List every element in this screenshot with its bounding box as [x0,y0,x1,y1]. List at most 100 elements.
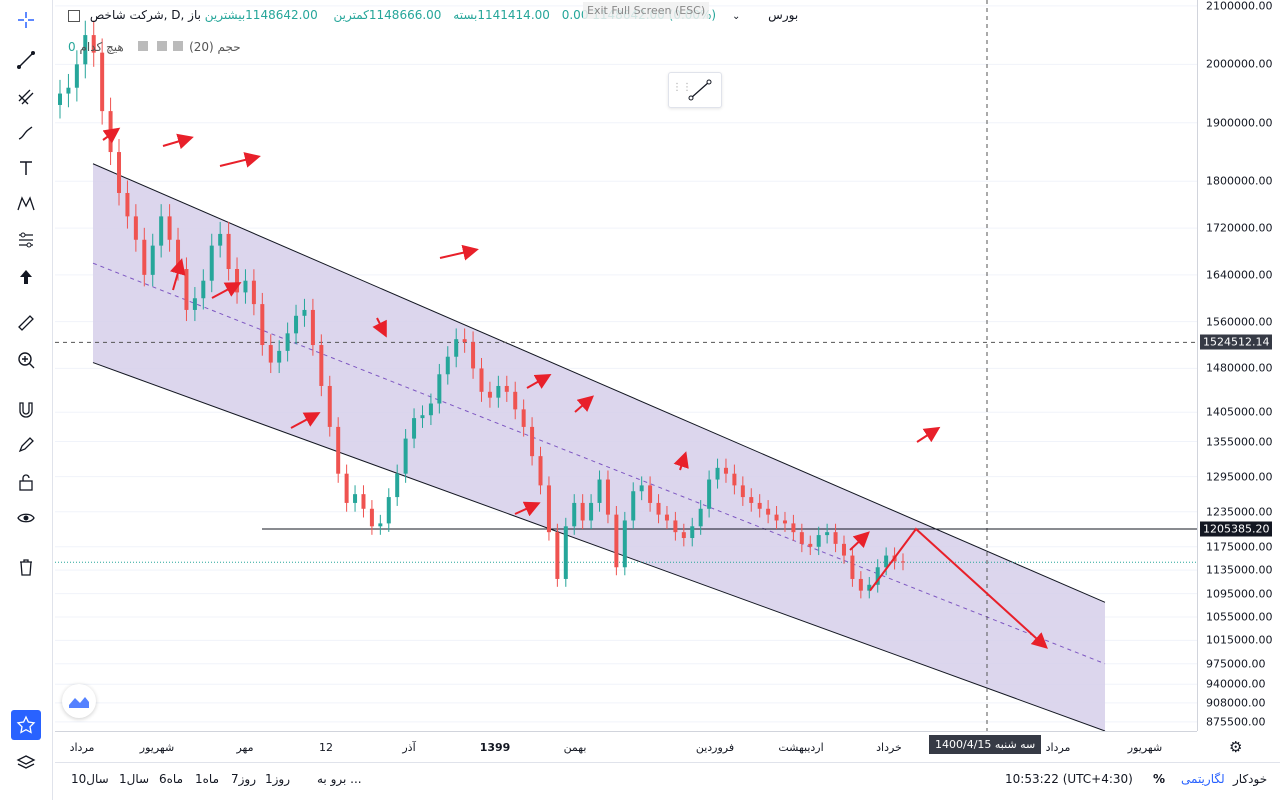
price-axis[interactable]: 2100000.00 2000000.00 1900000.00 1800000.00… [1197,0,1280,731]
candle-body [496,385,501,398]
candle-body [251,280,256,305]
annotation-arrow [219,152,261,168]
range-10y[interactable]: 10سال [71,772,109,786]
brush-icon[interactable] [8,118,44,148]
candle-body [412,418,417,439]
chart-area[interactable] [55,0,1197,731]
price-tick-label: 1560000.00 [1206,315,1273,329]
candle-body [555,532,560,579]
volume-hide-icon[interactable] [157,41,168,51]
volume-label[interactable]: حجم (20) [189,40,241,54]
candle-body [858,578,863,591]
trendline-icon[interactable] [687,78,713,102]
candle-body [420,415,425,419]
pencil-lock-icon[interactable] [8,430,44,460]
crosshair-price-label: 1524512.14 [1200,334,1273,350]
candle-body [117,152,122,193]
symbol-title[interactable]: شرکت شاخص, D, بورس [89,8,799,22]
range-1y[interactable]: 1سال [119,772,150,786]
fib-icon[interactable] [8,82,44,112]
candle-body [833,532,838,544]
range-1d[interactable]: 1روز [265,772,291,786]
candle-body [336,426,341,474]
candle-body [369,508,374,527]
time-tick-label: مهر [236,741,254,754]
volume-close-icon[interactable] [137,41,148,51]
candle-body [707,479,712,509]
annotation-arrow [372,317,387,338]
percent-toggle[interactable]: % [1153,772,1166,786]
magnet-icon[interactable] [8,395,44,425]
auto-toggle[interactable]: خودکار [1233,772,1268,786]
candle-body [513,391,518,410]
floating-toolbar[interactable]: ⋮⋮ [668,72,722,108]
ruler-icon[interactable] [8,308,44,338]
pattern-icon[interactable] [8,189,44,219]
annotation-arrow [673,451,689,471]
volume-settings-icon[interactable] [173,41,184,51]
candle-body [192,298,197,310]
candle-body [277,350,282,363]
goto-date-button[interactable]: برو به ... [317,772,362,786]
price-tick-label: 975000.00 [1206,657,1266,671]
candle-body [850,555,855,579]
candle-body [589,502,594,521]
price-tick-label: 1295000.00 [1206,470,1273,484]
eye-icon[interactable] [8,503,44,533]
candle-body [808,543,813,547]
price-tick-label: 1175000.00 [1206,540,1273,554]
range-7d[interactable]: 7روز [231,772,257,786]
collapse-icon[interactable] [68,9,80,22]
candle-body [875,567,880,585]
candle-body [226,233,231,270]
annotation-arrow [439,244,479,261]
candle-body [479,368,484,392]
trash-icon[interactable] [8,552,44,582]
annotation-arrow [514,501,541,517]
candle-body [201,280,206,299]
candle-body [268,345,273,363]
candle-body [690,526,695,539]
lock-icon[interactable] [8,467,44,497]
range-6m[interactable]: 6ماه [159,772,184,786]
log-toggle[interactable]: لگاریتمی [1181,772,1225,786]
trendline-icon[interactable] [8,45,44,75]
crosshair-icon[interactable] [8,5,44,35]
time-tick-label: آذر [402,741,416,754]
candle-body [66,87,71,94]
time-tick-label: مرداد [69,741,95,754]
prediction-icon[interactable] [8,225,44,255]
exit-fullscreen-button[interactable]: Exit Full Screen (ESC) [583,2,710,19]
text-icon[interactable] [8,153,44,183]
price-chart[interactable] [55,0,1197,731]
price-tick-label: 1480000.00 [1206,361,1273,375]
candle-body [344,473,349,503]
gear-icon[interactable]: ⚙ [1229,738,1243,756]
candle-body [546,485,551,533]
candle-body [597,479,602,503]
price-tick-label: 1235000.00 [1206,505,1273,519]
candle-body [816,535,821,547]
logo-icon[interactable] [62,684,96,718]
drag-handle-icon[interactable]: ⋮⋮ [672,82,692,93]
time-axis[interactable]: مرداد شهریور مهر 12 آذر 1399 بهمن فروردین اردیبه… [55,731,1242,762]
time-tick-label: فروردین [695,741,735,754]
price-tick-label: 908000.00 [1206,696,1266,710]
price-tick-label: 1800000.00 [1206,174,1273,188]
volume-legend: حجم (20) هیچ کدام 0 [68,40,265,54]
candle-body [142,239,147,275]
candle-body [243,280,248,293]
zoom-icon[interactable] [8,345,44,375]
arrow-up-icon[interactable] [8,262,44,292]
range-1m[interactable]: 1ماه [195,772,220,786]
star-icon[interactable] [11,710,41,740]
chevron-down-icon[interactable]: ⌄ [731,11,741,22]
clock: 10:53:22 (UTC+4:30) [1005,772,1133,786]
candle-body [403,438,408,474]
layers-icon[interactable] [8,748,44,778]
candle-body [884,555,889,568]
candle-body [454,339,459,357]
candle-body [757,502,762,509]
candle-body [698,508,703,527]
annotation-arrow [290,412,321,429]
